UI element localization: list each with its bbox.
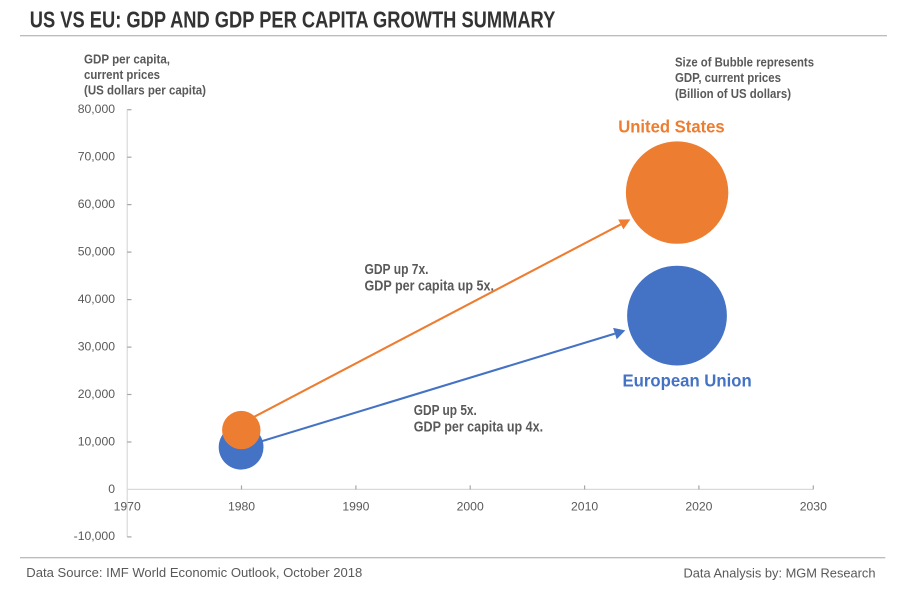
svg-text:10,000: 10,000 <box>78 434 115 448</box>
svg-text:European Union: European Union <box>623 371 752 391</box>
svg-text:GDP up 5x.: GDP up 5x. <box>414 402 477 419</box>
svg-text:United States: United States <box>618 117 725 137</box>
svg-text:2020: 2020 <box>685 500 712 514</box>
svg-text:(US dollars per capita): (US dollars per capita) <box>84 83 206 97</box>
svg-text:US VS EU: GDP AND GDP PER CAPI: US VS EU: GDP AND GDP PER CAPITA GROWTH … <box>30 7 556 33</box>
svg-text:1980: 1980 <box>228 500 255 514</box>
svg-text:(Billion of US dollars): (Billion of US dollars) <box>675 87 791 101</box>
svg-text:0: 0 <box>108 482 115 496</box>
svg-text:70,000: 70,000 <box>78 150 115 164</box>
svg-text:GDP per capita up 5x.: GDP per capita up 5x. <box>365 278 495 295</box>
svg-text:Data Analysis by: MGM Research: Data Analysis by: MGM Research <box>684 566 876 580</box>
svg-text:30,000: 30,000 <box>78 339 115 353</box>
svg-text:GDP, current prices: GDP, current prices <box>675 71 781 85</box>
svg-text:2000: 2000 <box>457 500 484 514</box>
svg-text:1970: 1970 <box>114 500 141 514</box>
svg-text:GDP up 7x.: GDP up 7x. <box>365 261 429 278</box>
svg-text:-10,000: -10,000 <box>74 529 116 543</box>
svg-text:20,000: 20,000 <box>78 387 115 401</box>
svg-text:1990: 1990 <box>342 500 369 514</box>
svg-text:50,000: 50,000 <box>78 244 115 258</box>
svg-text:60,000: 60,000 <box>78 197 115 211</box>
svg-text:40,000: 40,000 <box>78 292 115 306</box>
svg-text:2030: 2030 <box>800 500 827 514</box>
svg-text:2010: 2010 <box>571 500 598 514</box>
svg-text:GDP per capita,: GDP per capita, <box>84 52 170 66</box>
svg-text:80,000: 80,000 <box>78 102 115 116</box>
svg-text:Size of Bubble represents: Size of Bubble represents <box>675 55 814 69</box>
svg-text:current prices: current prices <box>84 68 160 82</box>
svg-text:GDP per capita up 4x.: GDP per capita up 4x. <box>414 418 543 435</box>
svg-text:Data Source: IMF World Economi: Data Source: IMF World Economic Outlook,… <box>26 566 362 580</box>
